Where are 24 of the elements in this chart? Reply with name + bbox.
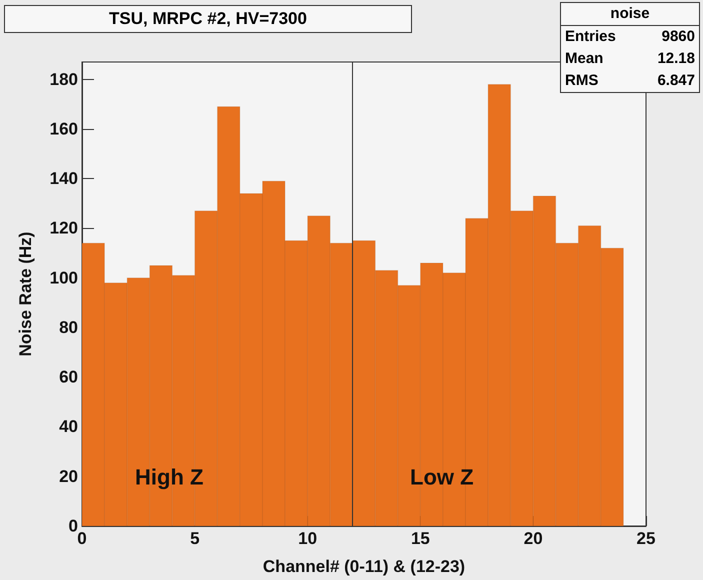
- x-tick-label: 15: [410, 529, 430, 548]
- y-tick-label: 180: [50, 70, 78, 89]
- x-axis-title: Channel# (0-11) & (12-23): [262, 557, 466, 576]
- y-tick-label: 100: [50, 268, 78, 288]
- x-tick-label: 25: [636, 529, 656, 548]
- y-tick-label: 160: [50, 119, 78, 138]
- x-tick-label: 10: [298, 529, 318, 548]
- y-tick-label: 20: [59, 466, 78, 486]
- y-tick-label: 80: [59, 318, 78, 337]
- annotation: Low Z: [410, 464, 474, 490]
- y-axis-title: Noise Rate (Hz): [16, 232, 35, 356]
- chart-title: TSU, MRPC #2, HV=7300: [4, 5, 412, 33]
- y-tick-label: 140: [50, 169, 78, 188]
- text: noise: [561, 3, 699, 26]
- annotation: High Z: [135, 464, 204, 490]
- x-tick-label: 20: [524, 529, 543, 548]
- y-tick-label: 0: [68, 516, 78, 536]
- text: Mean 12.18: [565, 50, 695, 67]
- y-tick-label: 120: [50, 218, 78, 238]
- text: RMS 6.847: [565, 72, 695, 89]
- x-tick-label: 5: [190, 529, 200, 548]
- y-tick-label: 60: [59, 368, 78, 387]
- y-tick-label: 40: [59, 417, 78, 436]
- text: Entries 9860: [565, 28, 695, 45]
